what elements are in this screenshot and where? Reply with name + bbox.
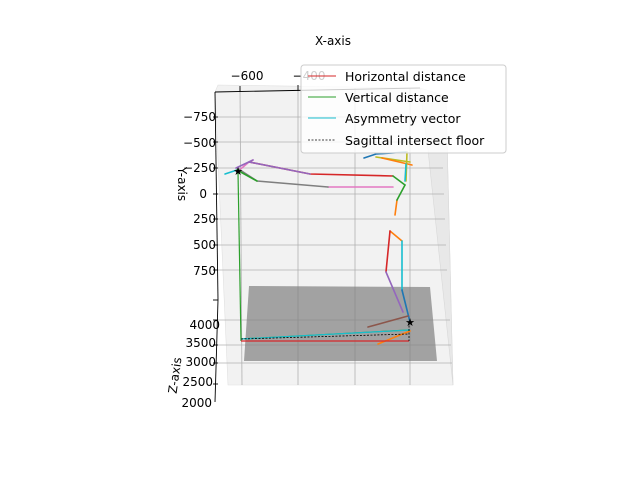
- legend-entry-vertical: Vertical distance: [308, 90, 449, 105]
- x-tick-label: −600: [231, 69, 264, 83]
- skeleton-segment: [377, 330, 411, 345]
- legend-label: Vertical distance: [345, 90, 449, 105]
- skeleton-segment: [224, 169, 238, 175]
- star-markers: ★ ★: [233, 165, 415, 329]
- z-tick-label: 4000: [189, 318, 220, 332]
- legend-box: [300, 64, 507, 154]
- y-tick-labels: −750 −500 −250 0 250 500 750: [183, 110, 216, 278]
- y-tick-label: −250: [183, 161, 216, 175]
- floor-plane: [244, 286, 437, 361]
- skeleton-segment: [367, 315, 409, 328]
- skeleton-segment: [385, 271, 404, 313]
- star-marker-lower: ★: [405, 316, 415, 329]
- z-tick-label: 2000: [181, 396, 212, 410]
- y-tick-label: −500: [183, 136, 216, 150]
- legend-label: Sagittal intersect floor: [345, 133, 485, 148]
- skeleton-segment: [236, 169, 258, 182]
- y-axis-line: [214, 91, 219, 301]
- y-tick-label: 0: [199, 187, 207, 201]
- asymmetry-vector-line: [240, 329, 411, 340]
- z-tick-labels: 4000 3500 3000 2500 2000: [181, 318, 220, 410]
- legend-entry-horizontal: Horizontal distance: [308, 69, 466, 84]
- y-tick-label: 250: [193, 212, 216, 226]
- legend-entry-asymmetry: Asymmetry vector: [308, 111, 461, 126]
- skeleton-segment: [392, 175, 406, 186]
- skeleton-segment: [248, 161, 311, 175]
- skeleton-segment: [396, 184, 406, 201]
- legend-entry-sagittal: Sagittal intersect floor: [308, 133, 485, 148]
- skeleton-segment: [401, 289, 411, 323]
- legend-label: Horizontal distance: [345, 69, 466, 84]
- z-tick-label: 3500: [185, 336, 216, 350]
- skeleton-segment: [385, 230, 391, 273]
- y-tick-label: −750: [183, 110, 216, 124]
- legend: Horizontal distance Vertical distance As…: [300, 64, 507, 154]
- legend-label: Asymmetry vector: [345, 111, 461, 126]
- y-axis-title: Y-axis: [175, 166, 189, 201]
- star-marker-upper: ★: [233, 165, 243, 178]
- z-tick-label: 3000: [185, 355, 216, 369]
- vertical-distance-line: [237, 171, 242, 342]
- z-tick-label: 2500: [182, 375, 213, 389]
- grid: [218, 87, 452, 386]
- x-axis-title: X-axis: [315, 34, 351, 48]
- skeleton-segment: [389, 230, 403, 242]
- skeleton-lines: [224, 151, 413, 345]
- distance-lines: [237, 171, 411, 342]
- sagittal-floor-line: [240, 333, 410, 340]
- y-tick-label: 500: [193, 238, 216, 252]
- skeleton-segment: [394, 199, 398, 216]
- y-tick-label: 750: [193, 264, 216, 278]
- skeleton-segment: [235, 159, 254, 169]
- skeleton-segment: [404, 163, 407, 182]
- z-axis-line: [214, 299, 219, 403]
- z-axis-title: Z-axis: [166, 356, 185, 394]
